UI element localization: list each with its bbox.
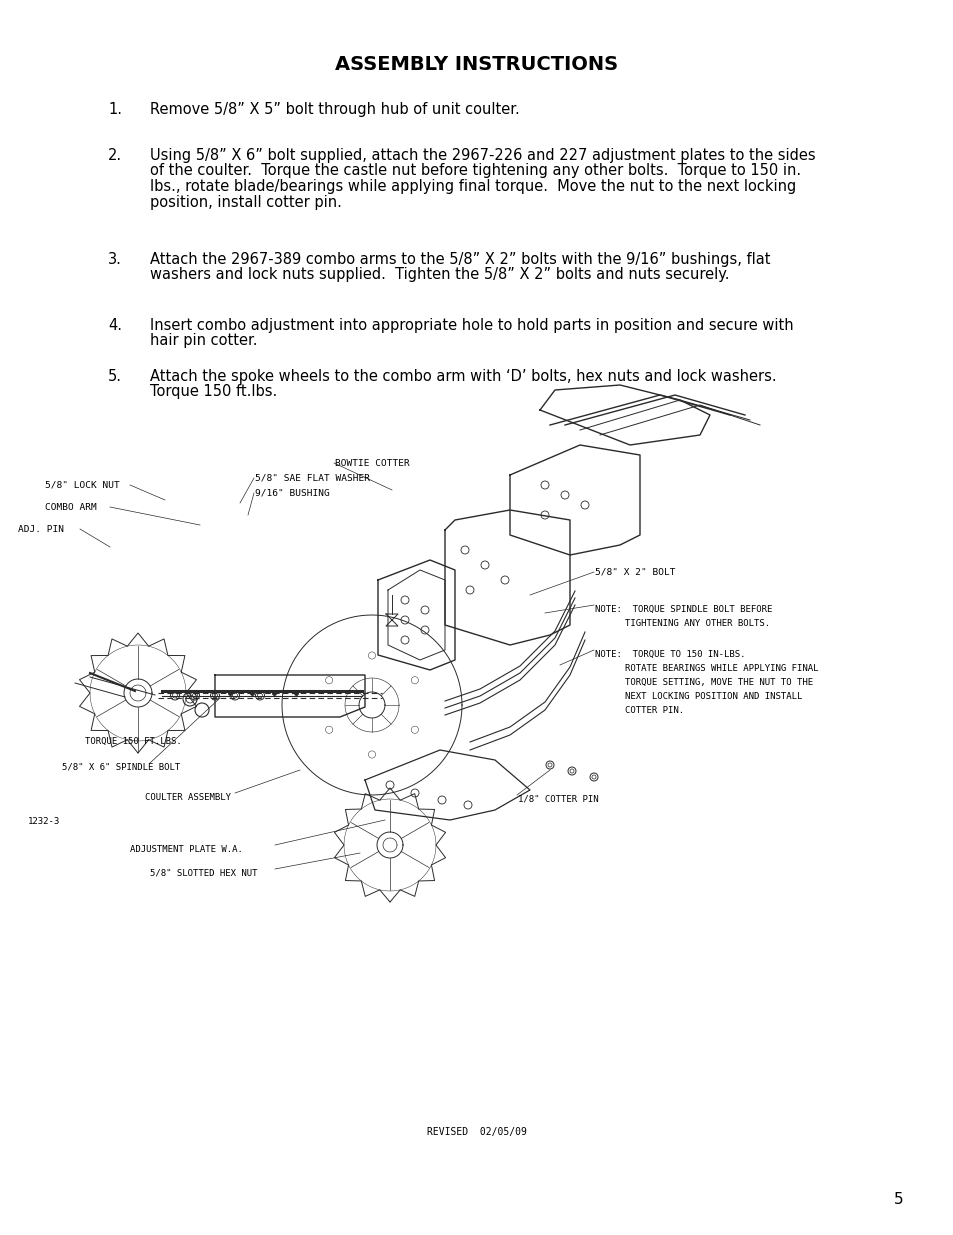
Text: TORQUE SETTING, MOVE THE NUT TO THE: TORQUE SETTING, MOVE THE NUT TO THE <box>624 678 812 687</box>
Text: COMBO ARM: COMBO ARM <box>45 503 96 511</box>
Text: hair pin cotter.: hair pin cotter. <box>150 333 257 348</box>
Text: washers and lock nuts supplied.  Tighten the 5/8” X 2” bolts and nuts securely.: washers and lock nuts supplied. Tighten … <box>150 268 729 283</box>
Text: 5/8" SLOTTED HEX NUT: 5/8" SLOTTED HEX NUT <box>150 869 257 878</box>
Text: TIGHTENING ANY OTHER BOLTS.: TIGHTENING ANY OTHER BOLTS. <box>624 619 769 629</box>
Text: ADJ. PIN: ADJ. PIN <box>18 525 64 534</box>
Text: Remove 5/8” X 5” bolt through hub of unit coulter.: Remove 5/8” X 5” bolt through hub of uni… <box>150 103 519 117</box>
Text: lbs., rotate blade/bearings while applying final torque.  Move the nut to the ne: lbs., rotate blade/bearings while applyi… <box>150 179 796 194</box>
Text: COTTER PIN.: COTTER PIN. <box>624 706 683 715</box>
Text: Using 5/8” X 6” bolt supplied, attach the 2967-226 and 227 adjustment plates to : Using 5/8” X 6” bolt supplied, attach th… <box>150 148 815 163</box>
Text: Attach the 2967-389 combo arms to the 5/8” X 2” bolts with the 9/16” bushings, f: Attach the 2967-389 combo arms to the 5/… <box>150 252 770 267</box>
Text: 5/8" X 2" BOLT: 5/8" X 2" BOLT <box>595 568 675 577</box>
Text: Attach the spoke wheels to the combo arm with ‘D’ bolts, hex nuts and lock washe: Attach the spoke wheels to the combo arm… <box>150 369 776 384</box>
Text: 1/8" COTTER PIN: 1/8" COTTER PIN <box>517 795 598 804</box>
Text: NOTE:  TORQUE TO 150 IN-LBS.: NOTE: TORQUE TO 150 IN-LBS. <box>595 650 744 659</box>
Text: 1.: 1. <box>108 103 122 117</box>
Text: 3.: 3. <box>108 252 122 267</box>
Text: ADJUSTMENT PLATE W.A.: ADJUSTMENT PLATE W.A. <box>130 845 243 853</box>
Text: ASSEMBLY INSTRUCTIONS: ASSEMBLY INSTRUCTIONS <box>335 56 618 74</box>
Text: 5/8" X 6" SPINDLE BOLT: 5/8" X 6" SPINDLE BOLT <box>62 763 180 772</box>
Text: BOWTIE COTTER: BOWTIE COTTER <box>335 458 410 468</box>
Text: TORQUE 150 FT.LBS.: TORQUE 150 FT.LBS. <box>85 737 182 746</box>
Text: 5/8" SAE FLAT WASHER: 5/8" SAE FLAT WASHER <box>254 473 370 483</box>
Text: of the coulter.  Torque the castle nut before tightening any other bolts.  Torqu: of the coulter. Torque the castle nut be… <box>150 163 801 179</box>
Text: 4.: 4. <box>108 317 122 333</box>
Text: 5: 5 <box>893 1192 902 1207</box>
Text: COULTER ASSEMBLY: COULTER ASSEMBLY <box>145 793 231 802</box>
Text: REVISED  02/05/09: REVISED 02/05/09 <box>427 1128 526 1137</box>
Text: 9/16" BUSHING: 9/16" BUSHING <box>254 489 330 498</box>
Text: 2.: 2. <box>108 148 122 163</box>
Text: 5.: 5. <box>108 369 122 384</box>
Text: NEXT LOCKING POSITION AND INSTALL: NEXT LOCKING POSITION AND INSTALL <box>624 692 801 701</box>
Text: 5/8" LOCK NUT: 5/8" LOCK NUT <box>45 480 120 489</box>
Text: NOTE:  TORQUE SPINDLE BOLT BEFORE: NOTE: TORQUE SPINDLE BOLT BEFORE <box>595 605 772 614</box>
Text: ROTATE BEARINGS WHILE APPLYING FINAL: ROTATE BEARINGS WHILE APPLYING FINAL <box>624 664 818 673</box>
Text: Insert combo adjustment into appropriate hole to hold parts in position and secu: Insert combo adjustment into appropriate… <box>150 317 793 333</box>
Text: 1232-3: 1232-3 <box>28 818 60 826</box>
Text: position, install cotter pin.: position, install cotter pin. <box>150 194 341 210</box>
Text: Torque 150 ft.lbs.: Torque 150 ft.lbs. <box>150 384 277 399</box>
